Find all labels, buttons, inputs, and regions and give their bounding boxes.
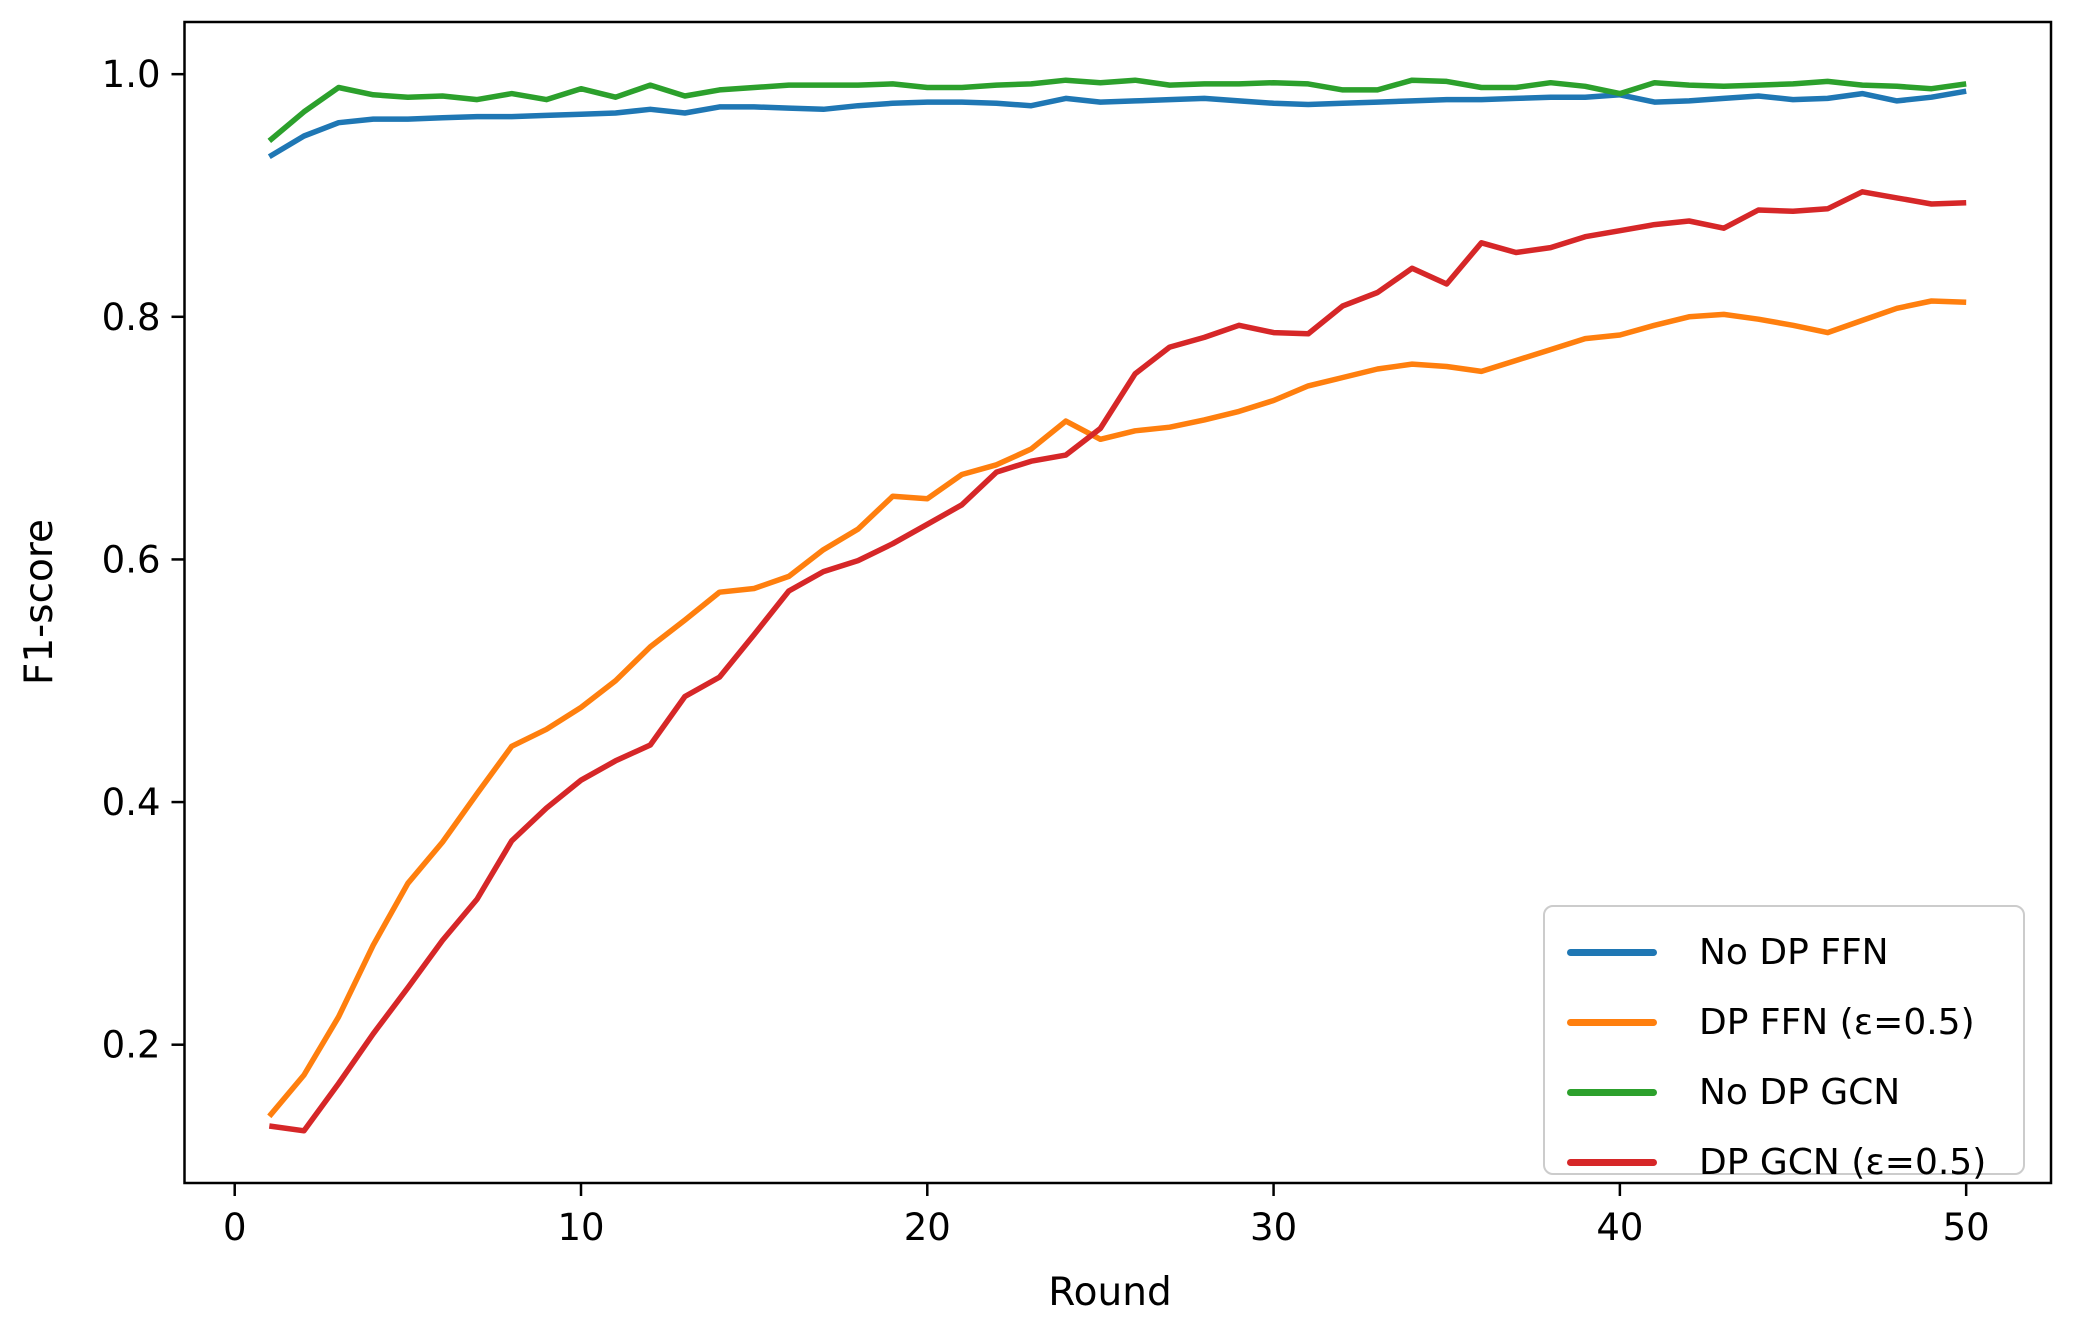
legend-label: No DP FFN [1699,931,1889,973]
legend-item: DP GCN (ε=0.5) [1545,1127,2023,1197]
legend-label: No DP GCN [1699,1071,1901,1113]
series-line [267,77,1967,144]
y-tick-label: 1.0 [102,53,161,96]
x-tick-label: 0 [223,1206,247,1249]
legend-swatch [1567,1018,1657,1026]
legend: No DP FFN DP FFN (ε=0.5) No DP GCN DP GCN (… [1543,905,2025,1183]
y-axis-label: F1-score [17,519,62,685]
series-line [267,88,1967,160]
plot-lines [267,77,1967,1134]
x-tick-label: 10 [557,1206,604,1249]
plot-border [183,20,2053,1185]
x-tick-label: 20 [904,1206,951,1249]
tick-labels: 0 10 20 30 40 50 0.2 0.4 0.6 0.8 1.0 [102,53,1990,1249]
x-axis-label: Round [1048,1270,1171,1315]
x-tick-label: 50 [1943,1206,1990,1249]
legend-swatch [1567,1088,1657,1096]
x-tick-label: 40 [1596,1206,1643,1249]
legend-item: DP FFN (ε=0.5) [1545,987,2023,1057]
legend-swatch [1567,1158,1657,1166]
legend-swatch [1567,948,1657,956]
y-tick-label: 0.4 [102,781,161,824]
legend-item: No DP GCN [1545,1057,2023,1127]
legend-label: DP GCN (ε=0.5) [1699,1141,1987,1183]
series-line [267,298,1967,1119]
legend-item: No DP FFN [1545,917,2023,987]
x-tick-label: 30 [1250,1206,1297,1249]
axes [171,20,2053,1196]
legend-label: DP FFN (ε=0.5) [1699,1001,1975,1043]
series-line [268,189,1967,1134]
y-tick-label: 0.2 [102,1024,161,1067]
y-tick-label: 0.8 [102,296,161,339]
y-tick-label: 0.6 [102,538,161,581]
